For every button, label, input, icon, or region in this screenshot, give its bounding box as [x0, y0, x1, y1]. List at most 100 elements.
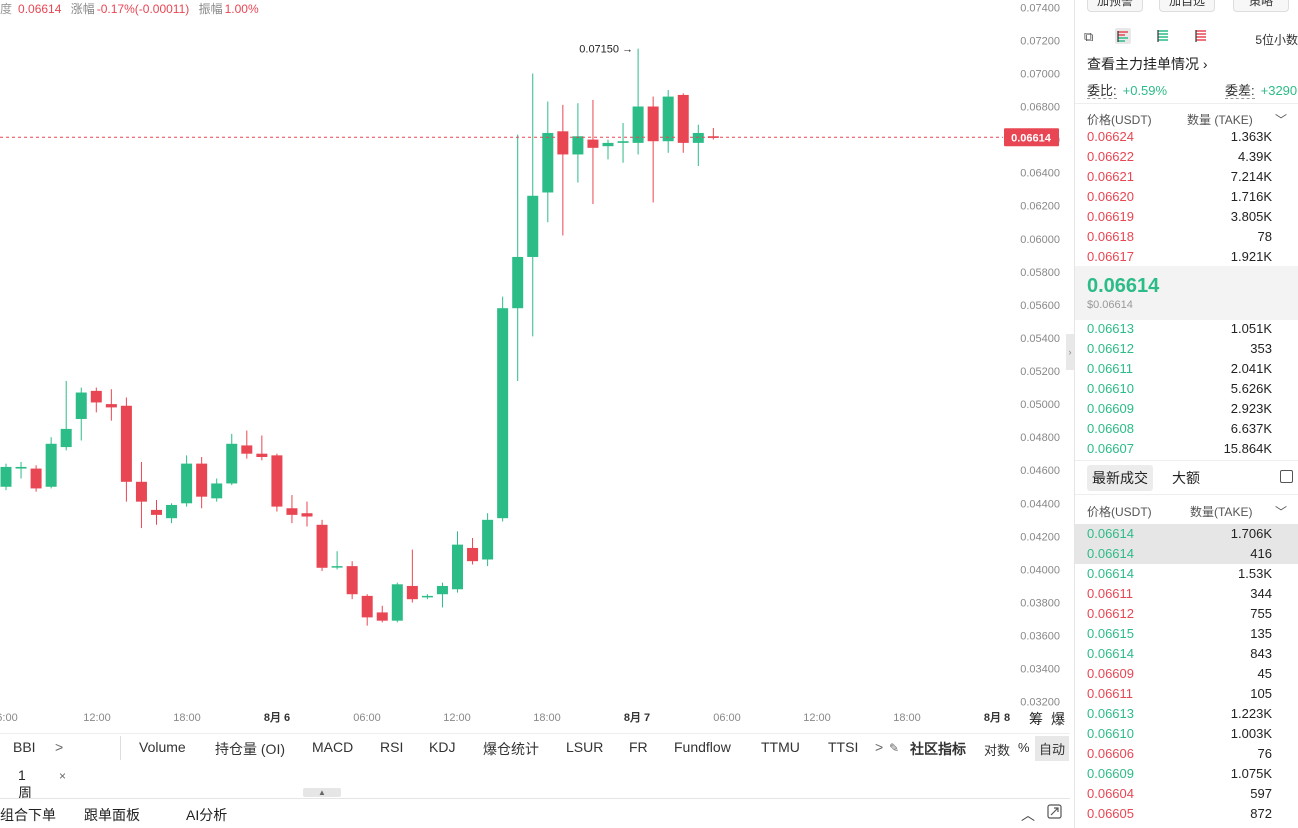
candle-body [331, 566, 343, 568]
indicator-kdj[interactable]: KDJ [429, 739, 456, 755]
trade-row[interactable]: 0.06606 76 [1075, 744, 1298, 764]
chevron-down-icon[interactable]: ﹀ [1274, 505, 1287, 519]
price-tick-label: 0.05000 [1020, 399, 1060, 411]
trade-row[interactable]: 0.06609 1.075K [1075, 764, 1298, 784]
candle-body [557, 131, 569, 155]
order-ratio: 委比: +0.59% [1087, 80, 1167, 99]
percent-scale-toggle[interactable]: % [1018, 740, 1030, 755]
candle-body [587, 139, 599, 148]
add-favorite-button[interactable]: 加自选 [1159, 0, 1215, 12]
indicator-ttsi[interactable]: TTSI [828, 739, 859, 755]
bbi-arrow-icon[interactable]: > [55, 739, 64, 755]
orderbook-row[interactable]: 0.06608 6.637K [1075, 419, 1298, 439]
tab-large-trades[interactable]: 大额 [1172, 470, 1200, 486]
row-price: 0.06620 [1087, 189, 1134, 204]
expand-icon[interactable] [1047, 804, 1062, 822]
trade-row[interactable]: 0.06605 872 [1075, 804, 1298, 824]
chevron-down-icon[interactable]: ﹀ [1274, 113, 1287, 127]
trade-row[interactable]: 0.06614 1.53K [1075, 564, 1298, 584]
indicator-fundflow[interactable]: Fundflow [674, 739, 731, 755]
community-indicators[interactable]: 社区指标 [910, 741, 966, 757]
trade-row[interactable]: 0.06614 843 [1075, 644, 1298, 664]
orderbook-row[interactable]: 0.06624 1.363K [1075, 127, 1298, 147]
precision-select[interactable]: 5位小数 [1255, 33, 1298, 47]
main-orders-link[interactable]: 查看主力挂单情况 › [1087, 54, 1208, 74]
more-indicators-icon[interactable]: > [875, 739, 884, 755]
chip-distribution-button[interactable]: 筹 [1029, 711, 1043, 727]
auto-scale-toggle[interactable]: 自动 [1035, 736, 1070, 761]
row-price: 0.06610 [1087, 726, 1134, 741]
view-asks-icon[interactable] [1193, 28, 1209, 48]
qty-column-header[interactable]: 数量 (TAKE) [1187, 113, 1253, 127]
popout-icon[interactable]: ⧉ [1084, 29, 1094, 44]
price-tick-label: 0.03400 [1020, 664, 1060, 676]
liquidation-map-button[interactable]: 爆 [1051, 711, 1065, 727]
orderbook-row[interactable]: 0.06617 1.921K [1075, 247, 1298, 267]
orderbook-row[interactable]: 0.06612 353 [1075, 339, 1298, 359]
collapse-handle[interactable]: ▲ [303, 788, 341, 797]
indicator-open-interest[interactable]: 持仓量 (OI) [215, 741, 285, 757]
edit-icon[interactable]: ✎ [889, 741, 900, 755]
candle-body [271, 455, 283, 507]
large-trades-checkbox[interactable] [1280, 470, 1293, 483]
close-icon[interactable]: × [59, 769, 67, 783]
row-quantity: 1.223K [1230, 706, 1272, 721]
trade-qty-header[interactable]: 数量(TAKE) [1190, 505, 1253, 519]
orderbook-row[interactable]: 0.06610 5.626K [1075, 379, 1298, 399]
orderbook-row[interactable]: 0.06611 2.041K [1075, 359, 1298, 379]
trade-row[interactable]: 0.06612 755 [1075, 604, 1298, 624]
trade-row[interactable]: 0.06609 45 [1075, 664, 1298, 684]
tab-combo-order[interactable]: 组合下单 [0, 807, 56, 823]
add-alert-button[interactable]: 加预警 [1087, 0, 1143, 12]
log-scale-toggle[interactable]: 对数 [984, 743, 1011, 758]
trade-row[interactable]: 0.06611 105 [1075, 684, 1298, 704]
tab-copy-trading[interactable]: 跟单面板 [84, 807, 140, 823]
view-bids-icon[interactable] [1155, 28, 1171, 48]
divider [1075, 494, 1298, 495]
interval-label[interactable]: 1周 [18, 767, 32, 801]
candle-body [135, 481, 147, 502]
row-price: 0.06609 [1087, 766, 1134, 781]
divider [120, 736, 121, 760]
trade-row[interactable]: 0.06614 416 [1075, 544, 1298, 564]
trade-row[interactable]: 0.06614 1.706K [1075, 524, 1298, 544]
orderbook-row[interactable]: 0.06620 1.716K [1075, 187, 1298, 207]
orderbook-row[interactable]: 0.06613 1.051K [1075, 319, 1298, 339]
indicator-ttmu[interactable]: TTMU [761, 739, 800, 755]
candle-body [120, 405, 132, 482]
orderbook-row[interactable]: 0.06622 4.39K [1075, 147, 1298, 167]
trade-row[interactable]: 0.06611 344 [1075, 584, 1298, 604]
main-orders-link-label: 查看主力挂单情况 [1087, 56, 1199, 72]
strategy-button[interactable]: 策略 [1233, 0, 1289, 12]
price-tick-label: 0.06000 [1020, 234, 1060, 246]
row-price: 0.06611 [1087, 361, 1134, 376]
orderbook-row[interactable]: 0.06619 3.805K [1075, 207, 1298, 227]
trade-row[interactable]: 0.06613 1.223K [1075, 704, 1298, 724]
panel-toggle-handle[interactable]: › [1066, 334, 1074, 370]
indicator-macd[interactable]: MACD [312, 739, 354, 755]
view-both-icon[interactable] [1115, 28, 1131, 48]
row-quantity: 4.39K [1238, 149, 1272, 164]
orderbook-row[interactable]: 0.06621 7.214K [1075, 167, 1298, 187]
price-column-header: 价格(USDT) [1087, 113, 1152, 127]
price-tick-label: 0.04600 [1020, 465, 1060, 477]
chevron-up-icon[interactable]: ︿ [1021, 807, 1035, 823]
trade-row[interactable]: 0.06604 597 [1075, 784, 1298, 804]
indicator-bbi[interactable]: BBI [13, 739, 36, 755]
indicator-rsi[interactable]: RSI [380, 739, 404, 755]
indicator-volume[interactable]: Volume [139, 739, 186, 755]
price-chart[interactable]: 0.074000.072000.070000.068000.066000.064… [0, 0, 1070, 730]
indicator-fr[interactable]: FR [629, 739, 648, 755]
tab-latest-trades[interactable]: 最新成交 [1087, 465, 1153, 491]
orderbook-row[interactable]: 0.06618 78 [1075, 227, 1298, 247]
indicator-lsur[interactable]: LSUR [566, 739, 604, 755]
trade-row[interactable]: 0.06615 135 [1075, 624, 1298, 644]
candlestick-chart[interactable]: 0.074000.072000.070000.068000.066000.064… [0, 0, 1070, 730]
tab-ai-analysis[interactable]: AI分析 [186, 807, 228, 823]
indicator-liquidation[interactable]: 爆仓统计 [483, 741, 539, 757]
orderbook-row[interactable]: 0.06607 15.864K [1075, 439, 1298, 459]
row-price: 0.06609 [1087, 401, 1134, 416]
orderbook-row[interactable]: 0.06609 2.923K [1075, 399, 1298, 419]
trade-row[interactable]: 0.06610 1.003K [1075, 724, 1298, 744]
candle-body [60, 428, 72, 448]
